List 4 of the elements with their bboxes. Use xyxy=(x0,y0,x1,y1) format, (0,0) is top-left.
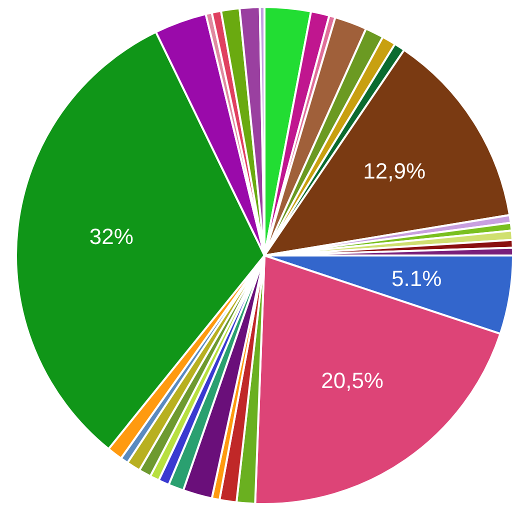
data-label: 32% xyxy=(89,224,134,250)
data-label: 20,5% xyxy=(321,368,384,394)
data-label: 5.1% xyxy=(392,266,442,292)
data-label: 12,9% xyxy=(363,158,426,184)
